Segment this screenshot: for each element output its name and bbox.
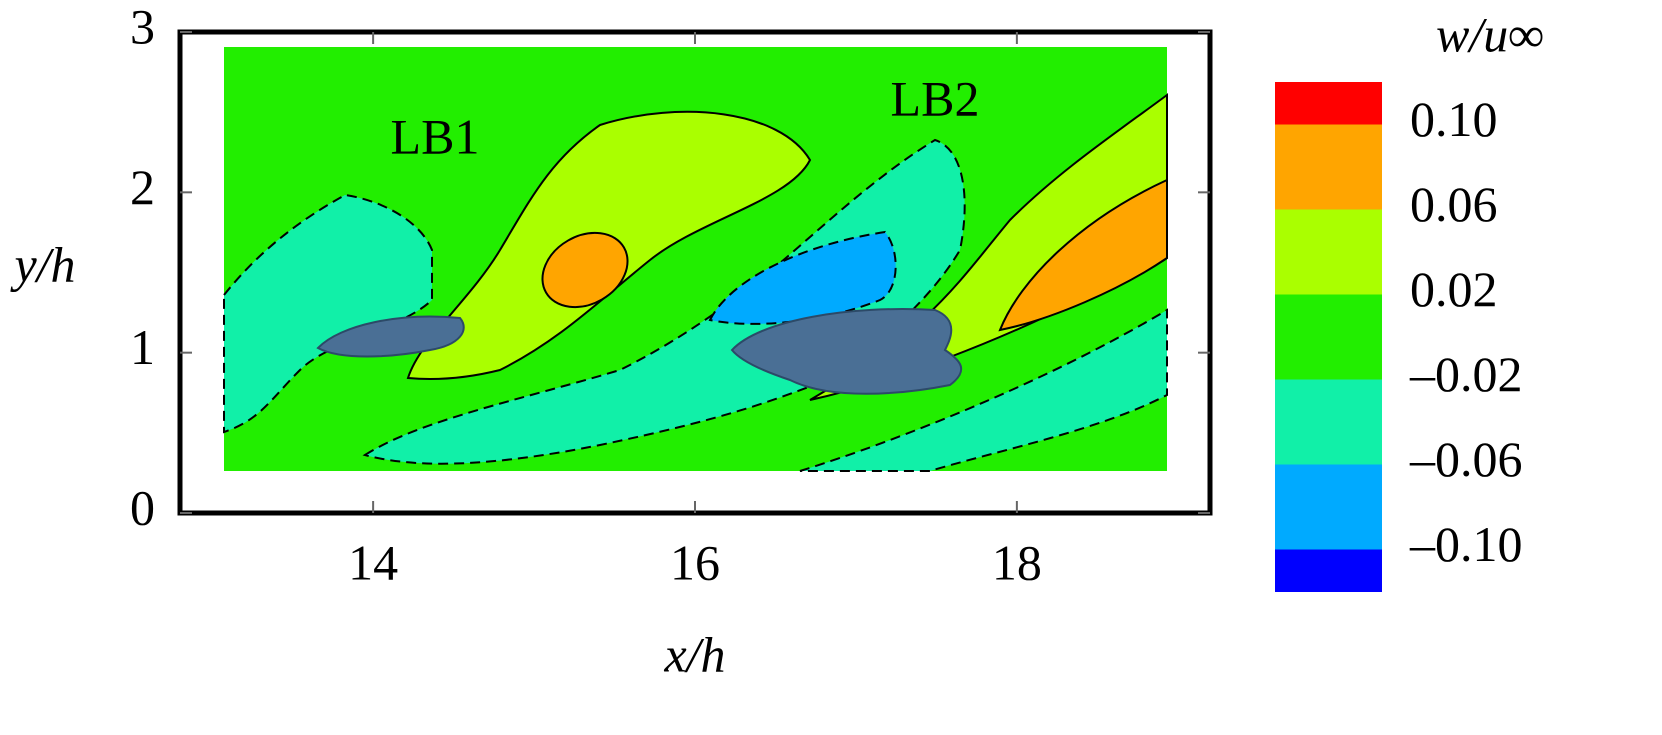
x-axis-label: x/h [663, 626, 725, 682]
y-tick-label: 2 [130, 159, 155, 215]
annotation: LB1 [391, 108, 480, 164]
colorbar-band [1275, 379, 1382, 465]
vortex-isosurface [730, 308, 963, 395]
colorbar-band [1275, 294, 1382, 380]
y-tick-label: 1 [130, 319, 155, 375]
contour-region [799, 308, 1168, 472]
colorbar-band [1275, 549, 1382, 592]
vortex-isosurface [316, 315, 465, 358]
colorbar-band [1275, 124, 1382, 210]
colorbar-title: w/u∞ [1436, 6, 1544, 62]
contour-field [223, 47, 1168, 472]
colorbar-tick-label: 0.02 [1410, 261, 1498, 317]
x-tick-label: 14 [348, 534, 398, 590]
colorbar-band [1275, 209, 1382, 295]
colorbar-band [1275, 464, 1382, 550]
colorbar-tick-label: –0.02 [1409, 346, 1523, 402]
colorbar-tick-label: 0.10 [1410, 91, 1498, 147]
x-tick-label: 18 [992, 534, 1042, 590]
x-tick-label: 16 [670, 534, 720, 590]
annotation: LB2 [891, 70, 980, 126]
contour-region [541, 231, 629, 309]
colorbar-tick-label: 0.06 [1410, 176, 1498, 232]
y-tick-label: 3 [130, 0, 155, 54]
contour-region [998, 178, 1168, 332]
contour-region [223, 193, 433, 434]
colorbar-tick-label: –0.10 [1409, 516, 1523, 572]
y-tick-label: 0 [130, 479, 155, 535]
y-axis-label: y/h [9, 236, 75, 292]
colorbar-tick-label: –0.06 [1409, 431, 1523, 487]
contour-region [809, 93, 1168, 401]
colorbar-band [1275, 82, 1382, 125]
